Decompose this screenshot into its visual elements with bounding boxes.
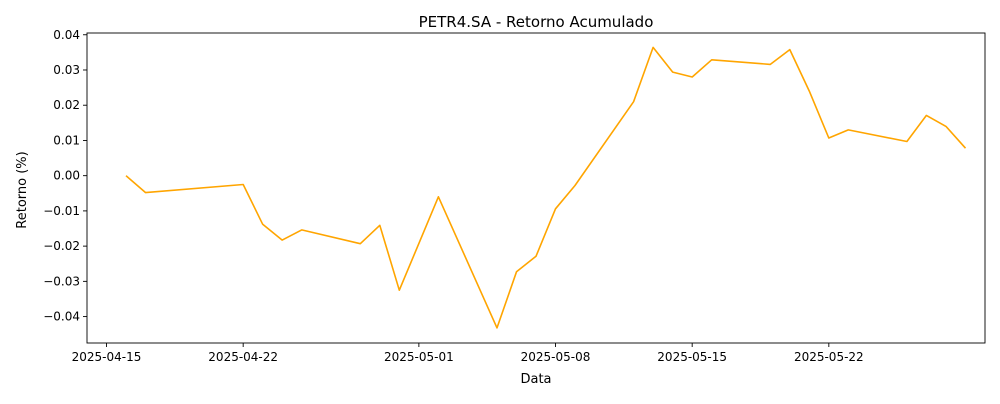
plot-frame <box>86 32 986 344</box>
x-tick-label: 2025-05-01 <box>384 350 454 364</box>
y-tick-label: 0.02 <box>53 98 80 112</box>
x-tick-label: 2025-05-22 <box>794 350 864 364</box>
y-tick-label: 0.03 <box>53 63 80 77</box>
y-tick-label: 0.04 <box>53 28 80 42</box>
chart-title: PETR4.SA - Retorno Acumulado <box>419 13 654 31</box>
x-tick-label: 2025-04-15 <box>72 350 142 364</box>
plot-area: 0.04 0.03 0.02 0.01 0.00 −0.01 −0.02 −0.03 −0.04… <box>43 28 986 364</box>
y-tick-label: −0.03 <box>43 274 80 288</box>
x-tick-label: 2025-04-22 <box>208 350 278 364</box>
y-axis-label: Retorno (%) <box>15 151 30 228</box>
y-tick-label: 0.01 <box>53 133 80 147</box>
x-axis-label: Data <box>520 372 551 387</box>
y-tick-label: 0.00 <box>53 169 80 183</box>
x-tick-label: 2025-05-08 <box>521 350 591 364</box>
y-tick-label: −0.02 <box>43 239 80 253</box>
series-line-0 <box>125 46 967 329</box>
y-tick-label: −0.01 <box>43 204 80 218</box>
y-tick-label: −0.04 <box>43 310 80 324</box>
x-tick-label: 2025-05-15 <box>657 350 727 364</box>
